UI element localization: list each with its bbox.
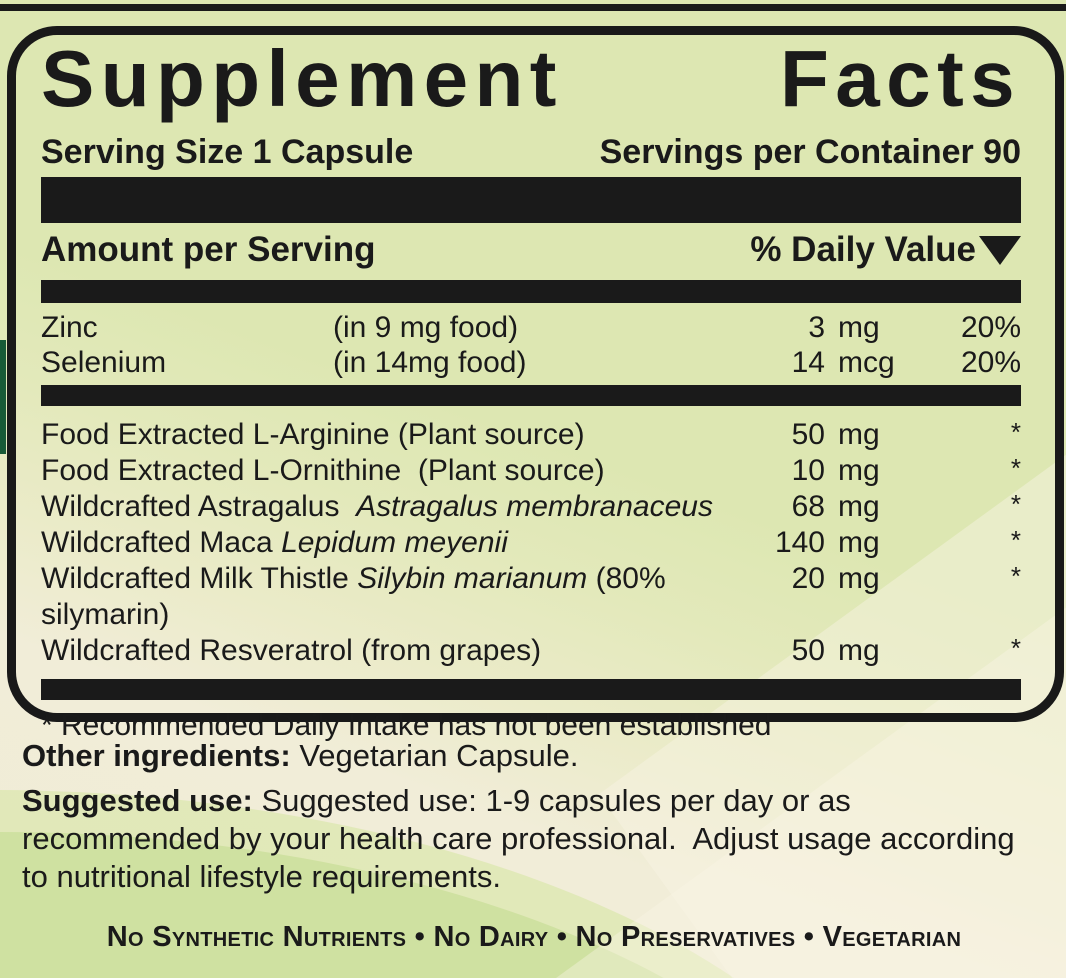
panel-title: Supplement Facts: [41, 39, 1021, 119]
left-edge-green-accent: [0, 340, 6, 454]
column-header-row: Amount per Serving % Daily Value: [41, 223, 1021, 280]
other-ingredients-text: Vegetarian Capsule.: [290, 738, 579, 773]
nutrient-amount-value: 10: [791, 454, 825, 487]
nutrient-amount-value: 20: [791, 562, 825, 595]
table-row: Food Extracted L-Ornithine (Plant source…: [41, 453, 1021, 489]
triangle-down-icon: [979, 236, 1021, 265]
nutrient-daily-value-asterisk: *: [1010, 561, 1021, 591]
title-word-facts: Facts: [780, 34, 1021, 123]
table-row: Wildcrafted Astragalus Astragalus membra…: [41, 489, 1021, 525]
other-ingredients-line: Other ingredients: Vegetarian Capsule.: [22, 737, 1046, 774]
below-panel-text: Other ingredients: Vegetarian Capsule. S…: [22, 737, 1046, 954]
nutrient-name: Food Extracted L-Arginine (Plant source): [41, 418, 585, 451]
suggested-use-paragraph: Suggested use: Suggested use: 1-9 capsul…: [22, 782, 1046, 896]
nutrient-amount-value: 50: [791, 418, 825, 451]
nutrient-amount-unit: mg: [838, 490, 880, 523]
table-row: Zinc (in 9 mg food) 3 mg 20%: [41, 310, 1021, 345]
nutrient-amount-value: 140: [774, 526, 825, 559]
amount-per-serving-header: Amount per Serving: [41, 230, 376, 269]
suggested-use-text: Suggested use: 1-9 capsules per day or a…: [22, 783, 1024, 894]
nutrient-name: Wildcrafted Astragalus Astragalus membra…: [41, 490, 713, 523]
nutrient-amount-value: 3: [808, 311, 825, 344]
nutrient-daily-value-asterisk: *: [1010, 453, 1021, 483]
serving-size: Serving Size 1 Capsule: [41, 133, 414, 171]
nutrient-detail: (in 14mg food): [333, 346, 527, 379]
nutrient-name: Wildcrafted Resveratrol (from grapes): [41, 634, 542, 667]
nutrient-amount-unit: mg: [838, 311, 880, 344]
suggested-use-label: Suggested use:: [22, 783, 253, 818]
nutrient-amount-unit: mg: [838, 634, 880, 667]
separator-bar-thin: [41, 385, 1021, 406]
nutrient-amount-value: 50: [791, 634, 825, 667]
nutrient-daily-value-asterisk: *: [1010, 417, 1021, 447]
table-row: Wildcrafted Resveratrol (from grapes) 50…: [41, 633, 1021, 669]
separator-bar-thick: [41, 177, 1021, 223]
mineral-rows: Zinc (in 9 mg food) 3 mg 20% Selenium (in …: [41, 303, 1021, 385]
separator-bar-medium: [41, 280, 1021, 303]
title-word-supplement: Supplement: [41, 34, 563, 123]
supplement-facts-panel: Supplement Facts Serving Size 1 Capsule …: [7, 26, 1064, 742]
nutrient-amount-unit: mg: [838, 562, 880, 595]
nutrient-amount-value: 14: [791, 346, 825, 379]
table-row: Selenium (in 14mg food) 14 mcg 20%: [41, 345, 1021, 380]
nutrient-name: Food Extracted L-Ornithine (Plant source…: [41, 454, 605, 487]
nutrient-amount-unit: mg: [838, 454, 880, 487]
nutrient-name: Zinc (in 9 mg food): [41, 311, 519, 344]
separator-bar-thin: [41, 679, 1021, 700]
footnote: * Recommended Daily Intake has not been …: [41, 709, 772, 742]
servings-per-container: Servings per Container 90: [599, 133, 1021, 171]
nutrient-daily-value-asterisk: *: [1010, 525, 1021, 555]
nutrient-amount-unit: mg: [838, 418, 880, 451]
nutrient-name: Selenium (in 14mg food): [41, 346, 527, 379]
serving-info-row: Serving Size 1 Capsule Servings per Cont…: [41, 135, 1021, 169]
nutrient-name: Wildcrafted Milk Thistle Silybin marianu…: [41, 562, 674, 631]
nutrient-daily-value-asterisk: *: [1010, 489, 1021, 519]
nutrient-detail: (in 9 mg food): [333, 311, 519, 344]
daily-value-header-label: % Daily Value: [750, 230, 976, 269]
nutrient-amount-unit: mcg: [838, 346, 895, 379]
latin-name: Silybin marianum: [357, 562, 588, 595]
nutrient-daily-value: 20%: [960, 311, 1021, 344]
table-row: Wildcrafted Maca Lepidum meyenii 140 mg …: [41, 525, 1021, 561]
latin-name: Astragalus membranaceus: [356, 490, 713, 523]
top-edge-rule: [0, 4, 1066, 11]
nutrient-daily-value: 20%: [960, 346, 1021, 379]
claims-banner: No Synthetic Nutrients • No Dairy • No P…: [106, 921, 962, 953]
nutrient-amount-value: 68: [791, 490, 825, 523]
nutrient-amount-unit: mg: [838, 526, 880, 559]
nutrient-name: Wildcrafted Maca Lepidum meyenii: [41, 526, 508, 559]
nutrient-daily-value-asterisk: *: [1010, 633, 1021, 663]
table-row: Food Extracted L-Arginine (Plant source)…: [41, 417, 1021, 453]
daily-value-header: % Daily Value: [750, 232, 1021, 267]
latin-name: Lepidum meyenii: [281, 526, 508, 559]
botanical-rows: Food Extracted L-Arginine (Plant source)…: [41, 406, 1021, 679]
other-ingredients-label: Other ingredients:: [22, 738, 291, 773]
table-row: Wildcrafted Milk Thistle Silybin marianu…: [41, 561, 1021, 633]
